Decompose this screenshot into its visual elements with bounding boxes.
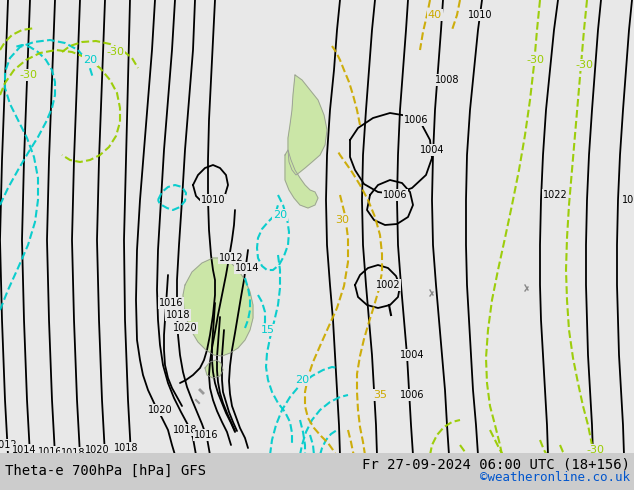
Bar <box>0 453 634 490</box>
Text: -30: -30 <box>106 47 124 57</box>
Text: 1014: 1014 <box>12 445 36 455</box>
Text: 1006: 1006 <box>383 190 407 200</box>
Polygon shape <box>205 360 223 378</box>
Polygon shape <box>183 258 253 356</box>
Text: 30: 30 <box>335 215 349 225</box>
Text: 40: 40 <box>428 10 442 20</box>
Polygon shape <box>288 75 327 175</box>
Text: 1012: 1012 <box>0 440 17 450</box>
Text: 1020: 1020 <box>85 445 109 455</box>
Text: 1008: 1008 <box>435 75 459 85</box>
Text: -30: -30 <box>586 445 604 455</box>
Text: 1006: 1006 <box>400 390 424 400</box>
Polygon shape <box>285 150 318 208</box>
Text: 1020: 1020 <box>148 405 172 415</box>
Text: 1022: 1022 <box>543 190 567 200</box>
Text: 1020: 1020 <box>172 323 197 333</box>
Text: 20: 20 <box>83 55 97 65</box>
Text: 1016: 1016 <box>194 430 218 440</box>
Text: 1018: 1018 <box>165 310 190 320</box>
Text: 1006: 1006 <box>404 115 428 125</box>
Text: 35: 35 <box>373 390 387 400</box>
Text: 1010: 1010 <box>201 195 225 205</box>
Text: 1004: 1004 <box>400 350 424 360</box>
Text: 1018: 1018 <box>113 443 138 453</box>
Text: Fr 27-09-2024 06:00 UTC (18+156): Fr 27-09-2024 06:00 UTC (18+156) <box>362 457 630 471</box>
Text: 20: 20 <box>295 375 309 385</box>
Text: 1002: 1002 <box>376 280 400 290</box>
Text: 1012: 1012 <box>219 253 243 263</box>
Text: 1016: 1016 <box>38 447 62 457</box>
Text: ©weatheronline.co.uk: ©weatheronline.co.uk <box>480 470 630 484</box>
Text: 1004: 1004 <box>420 145 444 155</box>
Text: 1018: 1018 <box>61 448 85 458</box>
Text: 1014: 1014 <box>235 263 259 273</box>
Text: 1010: 1010 <box>468 10 492 20</box>
Text: 20: 20 <box>273 210 287 220</box>
Text: -30: -30 <box>575 60 593 70</box>
Text: 15: 15 <box>261 325 275 335</box>
Text: 1018: 1018 <box>172 425 197 435</box>
Text: 1016: 1016 <box>158 298 183 308</box>
Text: Theta-e 700hPa [hPa] GFS: Theta-e 700hPa [hPa] GFS <box>5 464 206 478</box>
Text: -30: -30 <box>19 70 37 80</box>
Text: 10: 10 <box>622 195 634 205</box>
Text: -30: -30 <box>526 55 544 65</box>
